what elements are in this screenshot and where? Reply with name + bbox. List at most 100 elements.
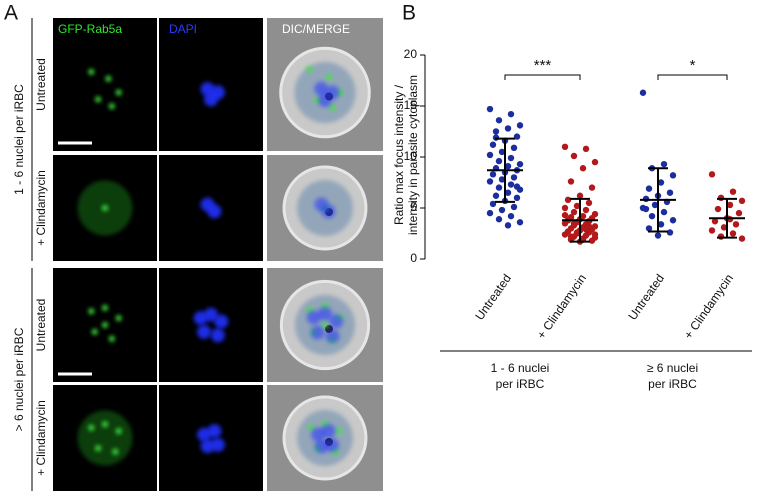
y-axis-label: Ratio max focus intensity /: [392, 84, 406, 225]
nucleus: [321, 424, 336, 439]
data-point: [573, 229, 581, 236]
nucleus: [306, 310, 321, 325]
data-point: [492, 134, 500, 141]
gfp-focus: [102, 304, 108, 311]
data-point: [669, 217, 677, 224]
data-point: [570, 220, 578, 227]
parasite: [297, 410, 353, 466]
data-point: [708, 171, 716, 178]
data-point: [489, 171, 497, 178]
micrograph: [53, 18, 157, 151]
nucleus: [314, 81, 329, 96]
gfp-focus: [102, 205, 108, 211]
data-point: [510, 174, 518, 181]
data-point: [495, 184, 503, 191]
data-point: [591, 231, 599, 238]
y-tick-label: 5: [410, 200, 417, 214]
data-point: [669, 172, 677, 179]
data-point: [513, 133, 521, 140]
panel-b: B 0 5 10 15 20 Ratio max focus intensity / inte…: [392, 2, 752, 391]
gfp-focus: [105, 75, 112, 82]
nucleus: [210, 328, 225, 343]
group-label: ≥ 6 nuclei: [647, 361, 698, 375]
y-axis-label: intensity in parasite cytoplasm: [406, 75, 420, 235]
data-point: [642, 195, 650, 203]
data-point: [504, 162, 512, 170]
group-label: per iRBC: [648, 377, 697, 391]
x-tick-label: Untreated: [472, 272, 514, 323]
data-point: [717, 233, 725, 240]
data-point: [489, 141, 497, 148]
gfp-focus: [88, 424, 95, 431]
y-tick-label: 20: [404, 47, 418, 61]
significance-bracket: [657, 74, 728, 80]
data-point: [513, 194, 521, 201]
nucleus: [210, 437, 225, 452]
data-point: [729, 188, 737, 195]
data-point: [507, 154, 515, 162]
row-label: + Clindamycin: [34, 170, 48, 246]
data-point: [561, 211, 569, 219]
data-point: [570, 208, 578, 216]
significance-label: *: [690, 57, 696, 74]
nucleus: [197, 324, 212, 339]
data-point: [660, 208, 668, 216]
gfp-focus: [322, 322, 328, 328]
data-point: [651, 201, 659, 209]
micrograph: [159, 385, 263, 491]
y-tick-label: 10: [404, 149, 418, 163]
gfp-focus: [95, 445, 102, 452]
data-point: [504, 125, 512, 132]
channel-label: DIC/MERGE: [282, 22, 350, 36]
row-label: Untreated: [34, 58, 48, 111]
gfp-haze: [77, 410, 133, 466]
data-point: [510, 203, 518, 211]
data-point: [570, 152, 578, 160]
x-tick-label: + Clindamycin: [534, 272, 589, 342]
data-point: [576, 192, 584, 199]
data-point: [588, 237, 596, 244]
row-label: + Clindamycin: [34, 400, 48, 476]
gfp-focus: [102, 322, 108, 328]
data-point: [561, 143, 569, 150]
gfp-focus: [91, 328, 98, 335]
data-point: [495, 157, 503, 165]
data-point: [579, 165, 587, 172]
channel-label: DAPI: [169, 22, 197, 36]
data-point: [585, 199, 593, 207]
gfp-focus: [88, 68, 95, 75]
nucleus: [204, 307, 218, 322]
gfp-focus: [115, 89, 122, 96]
data-point: [666, 229, 674, 236]
data-point: [582, 145, 590, 153]
data-point: [486, 209, 494, 217]
panel-a: A GFP-Rab5a DAPI DIC/MERGE Untreated + Clinda…: [4, 2, 383, 491]
gfp-focus: [108, 335, 115, 342]
data-point: [510, 144, 518, 152]
nucleus: [310, 325, 325, 340]
data-point: [486, 105, 494, 113]
y-tick-label: 15: [404, 98, 418, 112]
data-point: [495, 216, 503, 223]
data-point: [567, 233, 575, 240]
channel-label: GFP-Rab5a: [58, 22, 122, 36]
nucleus: [321, 204, 336, 219]
x-tick-label: + Clindamycin: [681, 272, 736, 342]
data-point: [588, 184, 596, 191]
data-point: [507, 181, 515, 188]
data-point: [489, 200, 497, 208]
data-point: [507, 212, 515, 220]
significance-label: ***: [534, 57, 552, 74]
gfp-focus: [115, 315, 122, 322]
data-point: [666, 189, 674, 196]
gfp-focus: [306, 66, 313, 73]
gfp-focus: [112, 448, 119, 455]
data-point: [732, 221, 740, 228]
data-point: [660, 160, 668, 168]
data-point: [486, 178, 494, 185]
data-point: [714, 205, 722, 213]
data-point: [492, 192, 500, 199]
nucleus: [207, 204, 222, 219]
data-point: [516, 122, 524, 129]
data-point: [564, 196, 572, 204]
